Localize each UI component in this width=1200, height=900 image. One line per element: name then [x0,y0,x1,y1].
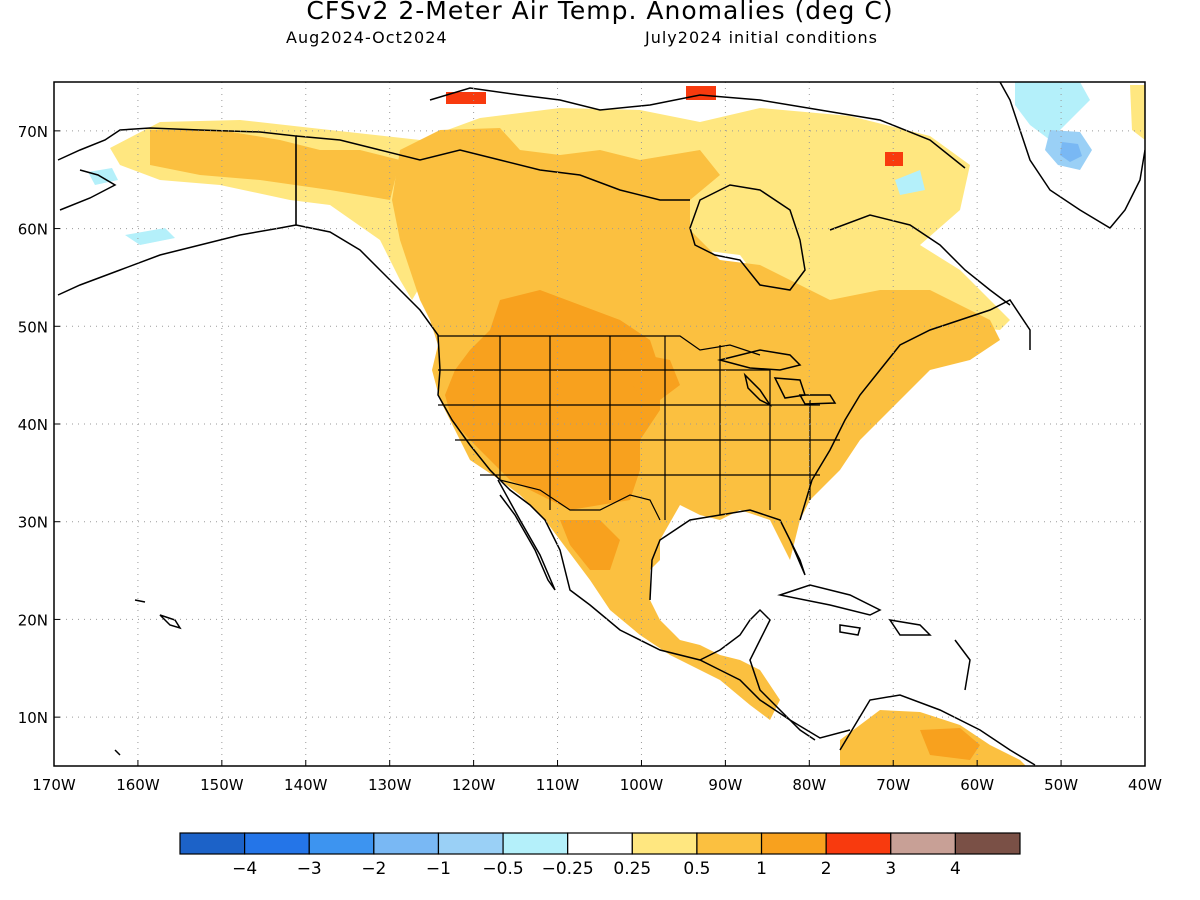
anomaly-area-light-greenland [1130,85,1145,140]
lat-label: 70N [18,123,48,141]
lon-label: 160W [116,776,160,794]
legend-label: 4 [950,859,961,879]
color-legend [179,832,1021,855]
legend-label: 1 [756,859,767,879]
legend-label: −2 [361,859,386,879]
forecast-period: Aug2024-Oct2024 [286,28,448,47]
legend-swatch [244,832,310,855]
initial-conditions: July2024 initial conditions [645,28,878,47]
legend-swatch [373,832,440,855]
lat-label: 30N [18,514,48,532]
anomaly-area-dark-west [445,290,660,510]
legend-label: −3 [297,859,322,879]
map-title: CFSv2 2-Meter Air Temp. Anomalies (deg C… [306,0,894,25]
latitude-labels: 10N 20N 30N 40N 50N 60N 70N [18,123,48,727]
anomaly-area-red-2 [686,86,716,100]
lon-label: 150W [200,776,244,794]
legend-swatch [437,832,504,855]
legend-swatch [179,832,246,855]
lon-label: 110W [536,776,580,794]
legend-label: 0.25 [613,859,651,879]
lon-label: 60W [960,776,994,794]
legend-label: 0.5 [683,859,710,879]
legend-label: −0.5 [482,859,523,879]
legend-swatch [502,832,569,855]
legend-label: −0.25 [542,859,594,879]
legend-swatch [696,832,763,855]
anomaly-area-alaska [150,130,400,200]
legend-swatch [631,832,698,855]
lat-label: 50N [18,318,48,336]
lat-label: 20N [18,611,48,629]
legend-swatch [308,832,375,855]
legend-swatch [954,832,1021,855]
legend-label: 3 [885,859,896,879]
anomaly-area-red-3 [885,152,903,166]
lon-label: 40W [1128,776,1162,794]
anomaly-area-cool-baffin [895,170,925,195]
lon-label: 70W [876,776,910,794]
lon-label: 170W [32,776,76,794]
lon-label: 140W [284,776,328,794]
anomaly-area-red-1 [446,92,486,104]
lon-label: 50W [1044,776,1078,794]
anomaly-area-cool-aleutians [125,228,175,245]
legend-swatch [890,832,956,855]
anomaly-fields [88,82,1145,766]
anomaly-area-cool-alaska [88,168,118,185]
lon-label: 100W [620,776,664,794]
lat-label: 40N [18,416,48,434]
legend-swatch [760,832,827,855]
legend-label: 2 [821,859,832,879]
legend-swatch [567,832,633,855]
longitude-labels: 170W 160W 150W 140W 130W 120W 110W 100W 90W 80W 70… [32,776,1162,794]
lon-label: 80W [792,776,826,794]
political-borders [295,136,840,521]
anomaly-area-dark-sa [920,728,980,760]
graticule [54,82,1145,766]
lon-label: 90W [708,776,742,794]
legend-swatch [825,832,892,855]
lat-label: 10N [18,709,48,727]
lat-label: 60N [18,221,48,239]
legend-labels: −4 −3 −2 −1 −0.5 −0.25 0.25 0.5 1 2 3 4 [232,859,961,879]
lon-label: 130W [368,776,412,794]
anomaly-area-cool-greenland-3 [1060,142,1082,162]
anomaly-area-dark-mexico [560,520,620,570]
legend-label: −1 [426,859,451,879]
lon-label: 120W [452,776,496,794]
legend-label: −4 [232,859,257,879]
anomaly-area-cool-greenland [1015,82,1090,140]
